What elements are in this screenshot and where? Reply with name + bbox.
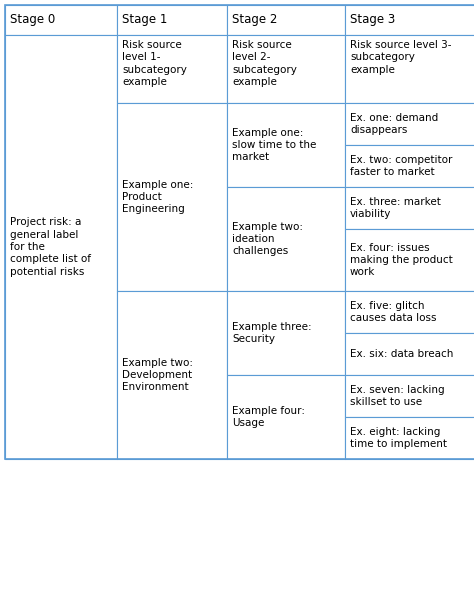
Text: Ex. three: market
viability: Ex. three: market viability — [350, 197, 441, 219]
Text: Example three:
Security: Example three: Security — [232, 322, 311, 344]
Bar — [345, 103, 474, 145]
Text: Risk source
level 1-
subcategory
example: Risk source level 1- subcategory example — [122, 40, 187, 87]
Bar — [117, 103, 227, 291]
Bar — [117, 291, 227, 459]
Text: Stage 3: Stage 3 — [350, 14, 395, 27]
Text: Ex. seven: lacking
skillset to use: Ex. seven: lacking skillset to use — [350, 385, 445, 407]
Bar — [345, 417, 474, 459]
Bar — [5, 5, 117, 35]
Bar — [345, 5, 474, 35]
Text: Ex. two: competitor
faster to market: Ex. two: competitor faster to market — [350, 155, 452, 177]
Bar — [345, 187, 474, 229]
Text: Stage 1: Stage 1 — [122, 14, 167, 27]
Bar — [5, 5, 474, 459]
Bar — [227, 103, 345, 187]
Text: Ex. one: demand
disappears: Ex. one: demand disappears — [350, 113, 438, 135]
Bar — [117, 5, 227, 35]
Bar — [345, 333, 474, 375]
Bar — [345, 35, 474, 103]
Bar — [345, 375, 474, 417]
Bar — [5, 35, 117, 459]
Text: Ex. four: issues
making the product
work: Ex. four: issues making the product work — [350, 243, 453, 278]
Text: Ex. eight: lacking
time to implement: Ex. eight: lacking time to implement — [350, 427, 447, 449]
Bar — [345, 291, 474, 333]
Bar — [227, 291, 345, 375]
Text: Example two:
Development
Environment: Example two: Development Environment — [122, 358, 193, 393]
Text: Stage 0: Stage 0 — [10, 14, 55, 27]
Text: Project risk: a
general label
for the
complete list of
potential risks: Project risk: a general label for the co… — [10, 217, 91, 277]
Text: Risk source
level 2-
subcategory
example: Risk source level 2- subcategory example — [232, 40, 297, 87]
Text: Ex. five: glitch
causes data loss: Ex. five: glitch causes data loss — [350, 301, 437, 323]
Bar — [227, 5, 345, 35]
Bar — [227, 35, 345, 103]
Text: Example one:
slow time to the
market: Example one: slow time to the market — [232, 127, 316, 162]
Text: Ex. six: data breach: Ex. six: data breach — [350, 349, 453, 359]
Text: Example four:
Usage: Example four: Usage — [232, 406, 305, 428]
Bar — [227, 375, 345, 459]
Bar — [345, 145, 474, 187]
Text: Example two:
ideation
challenges: Example two: ideation challenges — [232, 222, 303, 256]
Text: Risk source level 3-
subcategory
example: Risk source level 3- subcategory example — [350, 40, 452, 75]
Text: Stage 2: Stage 2 — [232, 14, 277, 27]
Bar — [117, 35, 227, 103]
Bar — [345, 229, 474, 291]
Bar — [227, 187, 345, 291]
Text: Example one:
Product
Engineering: Example one: Product Engineering — [122, 180, 193, 215]
